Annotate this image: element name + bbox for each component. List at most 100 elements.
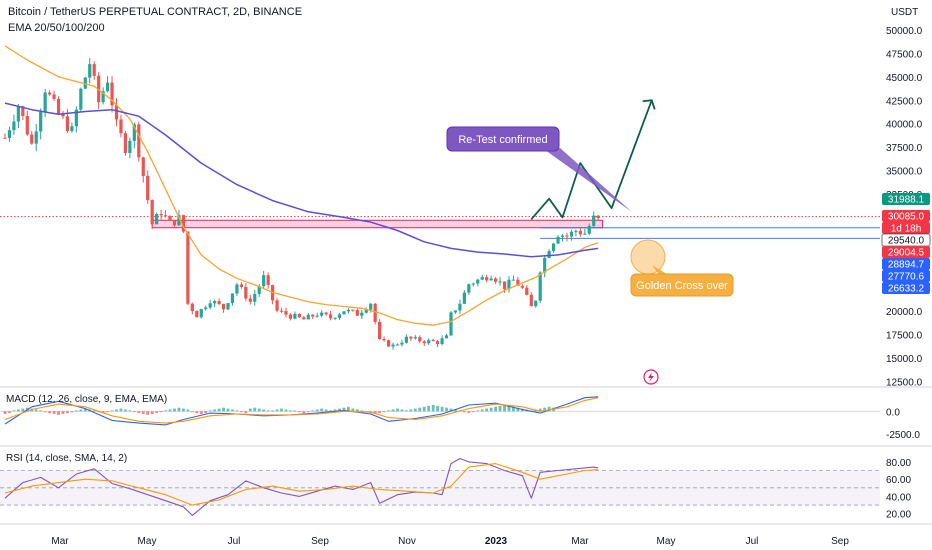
macd-histogram-bar xyxy=(235,410,239,412)
candle xyxy=(208,303,212,308)
candle xyxy=(101,91,105,103)
candle xyxy=(507,279,511,290)
candle xyxy=(391,344,395,347)
lightning-icon xyxy=(643,369,659,385)
candle xyxy=(48,92,52,95)
candle xyxy=(516,279,520,286)
macd-histogram-bar xyxy=(547,406,551,412)
candle xyxy=(83,77,87,89)
candle xyxy=(489,278,493,281)
macd-histogram-bar xyxy=(480,409,484,412)
y-tick-label: 47500.0 xyxy=(886,49,923,60)
y-tick-label: 35000.0 xyxy=(886,167,923,178)
candle xyxy=(34,131,38,144)
candle xyxy=(262,275,266,287)
ema-long-line xyxy=(4,102,599,258)
macd-histogram-bar xyxy=(436,405,440,412)
candle xyxy=(427,340,431,344)
candle xyxy=(52,94,56,99)
x-tick-label: Jul xyxy=(228,536,241,547)
price-label-text: 30085.0 xyxy=(888,212,925,223)
macd-histogram-bar xyxy=(315,409,319,412)
macd-histogram-bar xyxy=(155,411,159,414)
retest-callout-text: Re-Test confirmed xyxy=(458,134,547,146)
macd-histogram-bar xyxy=(355,409,359,412)
x-tick-label: Mar xyxy=(571,536,589,547)
candle xyxy=(583,233,587,235)
macd-histogram-bar xyxy=(320,408,324,412)
candle xyxy=(21,106,25,116)
macd-histogram-bar xyxy=(61,411,65,415)
macd-histogram-bar xyxy=(92,410,96,412)
price-label-text: 26633.2 xyxy=(888,284,925,295)
candle xyxy=(409,336,413,339)
price-label-badge xyxy=(882,258,930,270)
y-tick-label: 40.00 xyxy=(886,492,911,503)
candle xyxy=(163,215,168,217)
macd-histogram-bar xyxy=(297,411,301,413)
macd-histogram-bar xyxy=(70,411,74,413)
macd-histogram-bar xyxy=(83,408,87,412)
candle xyxy=(360,312,364,316)
macd-histogram-bar xyxy=(39,410,43,412)
macd-histogram-bar xyxy=(262,409,266,412)
macd-histogram-bar xyxy=(266,410,270,412)
y-tick-label: 50000.0 xyxy=(886,26,923,37)
candle xyxy=(3,137,7,139)
y-tick-label: 17500.0 xyxy=(886,331,923,342)
price-label-badge xyxy=(882,210,930,222)
candle xyxy=(511,279,516,281)
candle xyxy=(244,286,248,299)
macd-histogram-bar xyxy=(12,410,16,412)
macd-histogram-bar xyxy=(222,407,225,412)
candle xyxy=(342,311,346,315)
macd-histogram-bar xyxy=(199,411,203,415)
macd-histogram-bar xyxy=(106,411,109,413)
candle xyxy=(128,140,132,153)
candle xyxy=(155,214,159,225)
candle xyxy=(275,300,279,311)
macd-histogram-bar xyxy=(34,409,38,412)
price-label-badge xyxy=(882,246,930,258)
candle xyxy=(440,338,444,345)
golden-pointer xyxy=(652,265,670,276)
candle xyxy=(525,287,529,295)
candle xyxy=(378,321,382,339)
macd-histogram-bar xyxy=(43,411,47,413)
candle xyxy=(12,121,16,131)
x-tick-label: Sep xyxy=(831,536,849,547)
macd-histogram-bar xyxy=(190,411,194,413)
currency-label: USDT xyxy=(891,7,918,18)
macd-histogram-bar xyxy=(498,405,502,412)
y-tick-label: 12500.0 xyxy=(886,377,923,388)
macd-histogram-bar xyxy=(124,409,127,412)
candle xyxy=(168,216,172,221)
candle xyxy=(502,281,507,290)
candle xyxy=(351,309,355,311)
macd-histogram-bar xyxy=(164,410,167,412)
macd-histogram-bar xyxy=(132,411,136,413)
y-tick-label: 37500.0 xyxy=(886,143,923,154)
candle xyxy=(333,317,337,319)
candle xyxy=(204,307,208,310)
candle xyxy=(150,200,154,225)
macd-title: MACD (12, 26, close, 9, EMA, EMA) xyxy=(6,394,167,405)
price-label-badge xyxy=(882,222,930,234)
macd-histogram-bar xyxy=(400,409,404,412)
candle xyxy=(498,281,502,283)
candle xyxy=(92,64,96,76)
macd-histogram-bar xyxy=(182,408,185,412)
candle xyxy=(413,337,417,339)
candle xyxy=(395,344,400,346)
candle xyxy=(574,230,578,232)
macd-histogram-bar xyxy=(351,408,355,412)
macd-histogram-bar xyxy=(146,411,150,415)
candle xyxy=(239,284,243,287)
macd-histogram-bar xyxy=(302,411,306,414)
macd-histogram-bar xyxy=(57,411,60,415)
macd-histogram-bar xyxy=(128,410,132,412)
price-layer xyxy=(0,45,880,350)
y-tick-label: 40000.0 xyxy=(886,120,923,131)
macd-histogram-bar xyxy=(239,411,243,413)
